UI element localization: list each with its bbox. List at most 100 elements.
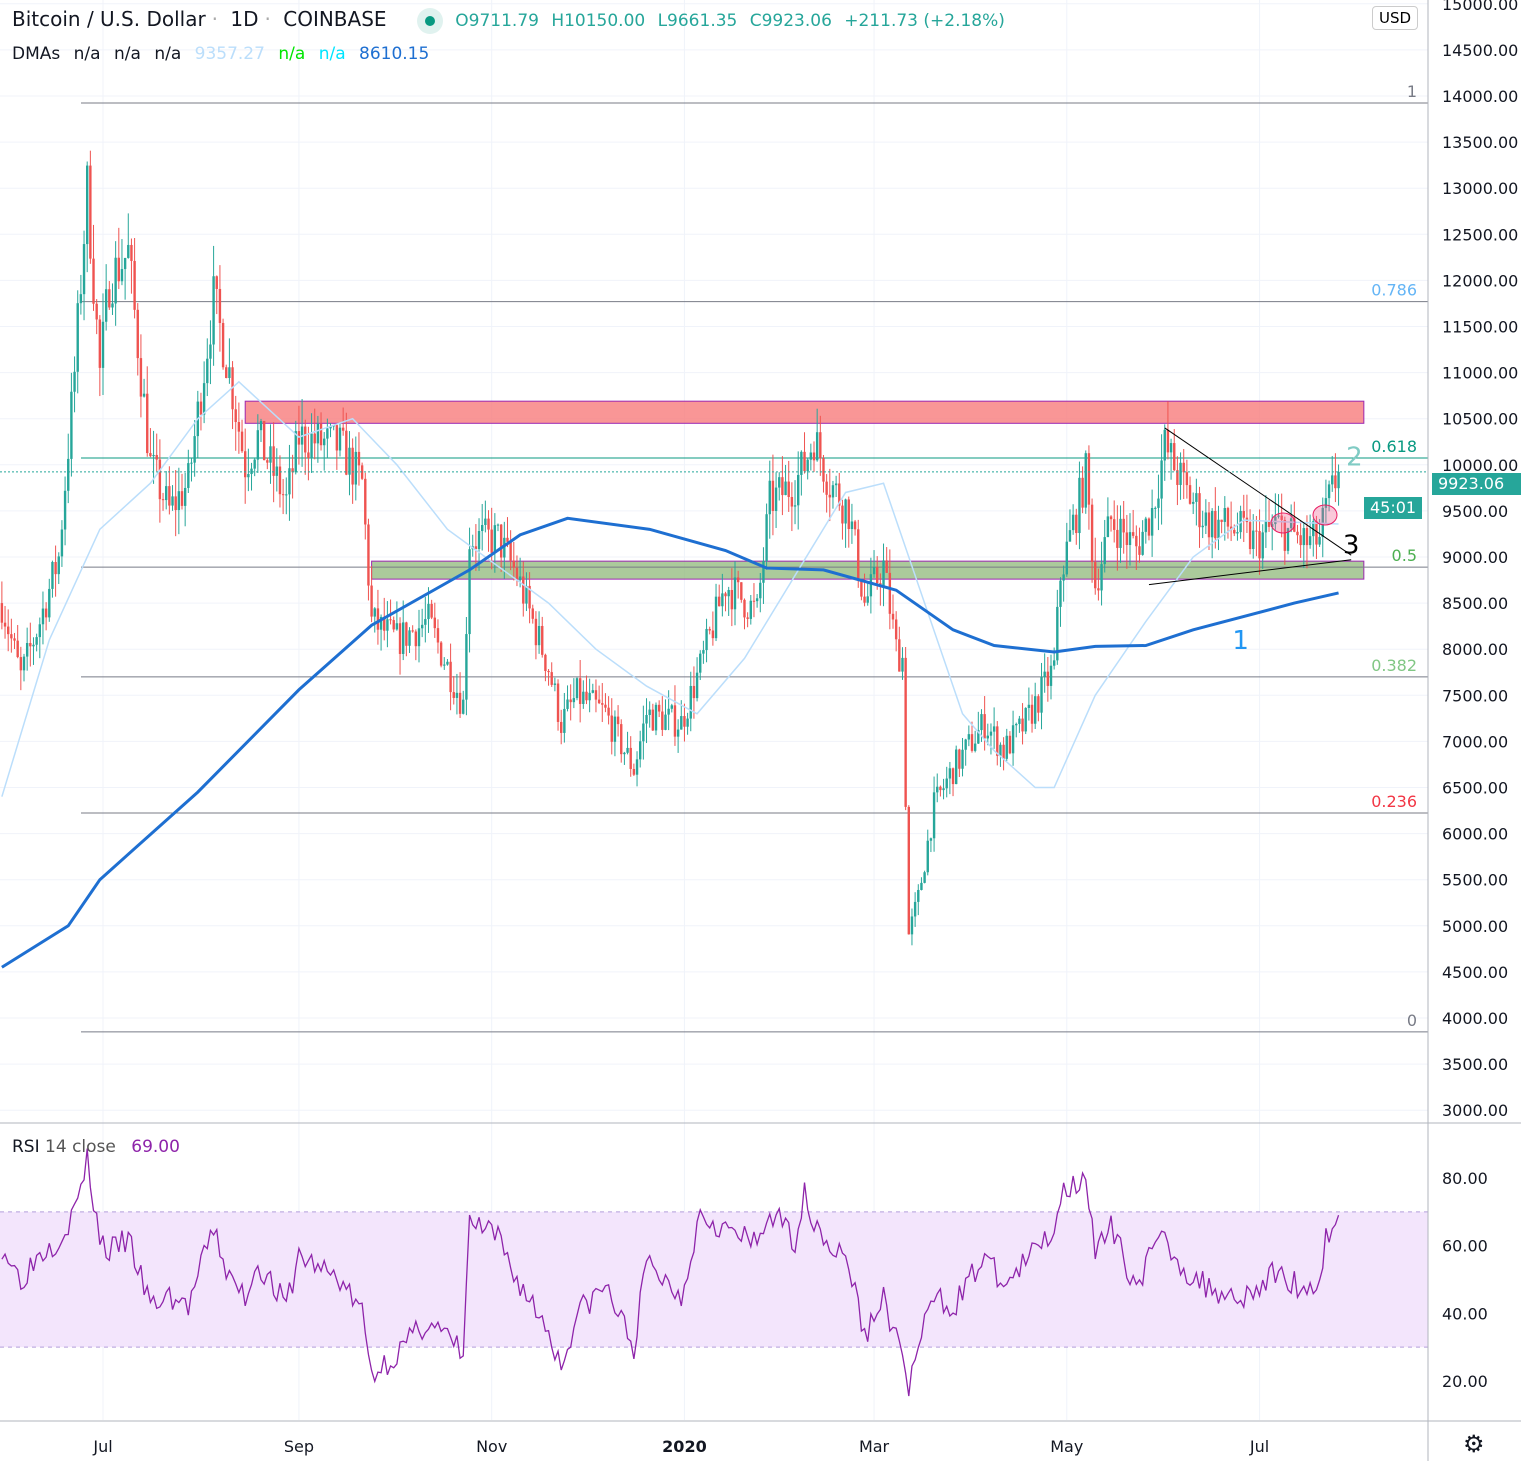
candle-body <box>1154 507 1157 509</box>
candle-body <box>16 640 19 658</box>
candle-body <box>414 631 418 647</box>
candle-body <box>1220 519 1223 522</box>
price-axis-label: 5000.00 <box>1442 917 1508 936</box>
symbol-header: Bitcoin / U.S. Dollar · 1D · COINBASE O971… <box>12 7 1011 34</box>
dma-value: n/a <box>278 44 306 64</box>
candle-body <box>392 620 395 630</box>
candle-body <box>1018 718 1021 724</box>
candle-body <box>654 704 658 731</box>
candle-body <box>326 428 329 439</box>
candle-body <box>244 451 247 478</box>
candle-body <box>234 409 237 423</box>
exchange: COINBASE <box>283 7 387 31</box>
candle-body <box>670 705 673 709</box>
candle-body <box>1258 531 1261 559</box>
candle-body <box>1027 704 1031 708</box>
candle-body <box>446 661 449 665</box>
candle-body <box>569 699 572 703</box>
candle-body <box>834 483 838 486</box>
candle-body <box>165 486 168 501</box>
candle-body <box>1242 511 1245 518</box>
price-axis-label: 11500.00 <box>1442 318 1518 337</box>
price-axis-label: 4000.00 <box>1442 1009 1508 1028</box>
candle-body <box>493 525 497 553</box>
dma-value: n/a <box>113 44 141 64</box>
candle-body <box>541 625 544 655</box>
candle-body <box>237 422 241 432</box>
candle-body <box>582 691 585 704</box>
candle-body <box>730 589 734 610</box>
candle-body <box>1052 660 1056 666</box>
candle-body <box>171 496 174 506</box>
candle-body <box>913 901 917 917</box>
candle-body <box>177 491 181 511</box>
candle-body <box>1138 546 1141 555</box>
candle-body <box>1106 516 1110 538</box>
candle-body <box>408 630 411 646</box>
candle-body <box>714 596 718 639</box>
candle-body <box>607 707 610 716</box>
candle-body <box>1090 504 1094 563</box>
ohlc-close: C9923.06 <box>749 11 832 31</box>
candle-body <box>1324 498 1328 508</box>
interval[interactable]: 1D <box>230 7 259 31</box>
candle-body <box>168 486 171 506</box>
candle-body <box>152 454 155 457</box>
time-axis-label: Jul <box>1249 1437 1269 1456</box>
candle-body <box>936 786 939 793</box>
time-axis-label: Jul <box>92 1437 112 1456</box>
candle-body <box>977 730 980 744</box>
candle-body <box>572 698 576 703</box>
candle-body <box>395 623 399 630</box>
dma-legend[interactable]: DMAs n/a n/a n/a 9357.27 n/a n/a 8610.15 <box>12 44 437 64</box>
candle-body <box>528 585 531 609</box>
candle-body <box>904 657 907 807</box>
candle-body <box>496 524 500 526</box>
candle-body <box>812 452 816 461</box>
candle-body <box>1207 512 1211 538</box>
candle-body <box>509 541 512 561</box>
candle-body <box>594 690 598 700</box>
candle-body <box>1302 528 1305 546</box>
candle-body <box>161 499 165 501</box>
candle-body <box>269 446 272 463</box>
price-axis-label: 8500.00 <box>1442 594 1508 613</box>
candle-body <box>82 244 86 295</box>
candle-body <box>215 276 218 289</box>
price-axis-label: 13500.00 <box>1442 133 1518 152</box>
candle-body <box>1255 530 1258 532</box>
candle-body <box>661 711 664 730</box>
candle-body <box>51 561 54 589</box>
candle-body <box>563 708 566 733</box>
candle-body <box>1128 532 1132 545</box>
candle-body <box>1065 541 1068 575</box>
candle-body <box>449 661 452 693</box>
candle-body <box>35 637 38 645</box>
candle-body <box>676 729 680 737</box>
candle-body <box>771 480 775 511</box>
candle-body <box>123 257 127 270</box>
fib-level-label: 0.236 <box>1371 792 1417 811</box>
candle-body <box>183 487 187 506</box>
candle-body <box>711 630 715 639</box>
settings-gear-icon[interactable]: ⚙ <box>1463 1430 1485 1458</box>
candle-body <box>443 664 446 666</box>
symbol-name[interactable]: Bitcoin / U.S. Dollar <box>12 7 206 31</box>
candle-body <box>1094 562 1097 589</box>
candle-body <box>329 426 332 429</box>
candle-body <box>642 723 645 742</box>
candle-body <box>76 303 79 372</box>
candle-body <box>1141 531 1144 555</box>
candle-body <box>613 716 617 742</box>
currency-button[interactable]: USD <box>1372 6 1419 30</box>
candle-body <box>1160 460 1163 499</box>
candle-body <box>1277 515 1280 517</box>
rsi-legend[interactable]: RSI 14 close 69.00 <box>12 1137 180 1157</box>
price-axis-label: 6500.00 <box>1442 779 1508 798</box>
candle-body <box>850 521 854 530</box>
candle-body <box>942 788 945 791</box>
candle-body <box>158 459 162 500</box>
candle-body <box>635 759 639 775</box>
candle-body <box>973 743 977 751</box>
